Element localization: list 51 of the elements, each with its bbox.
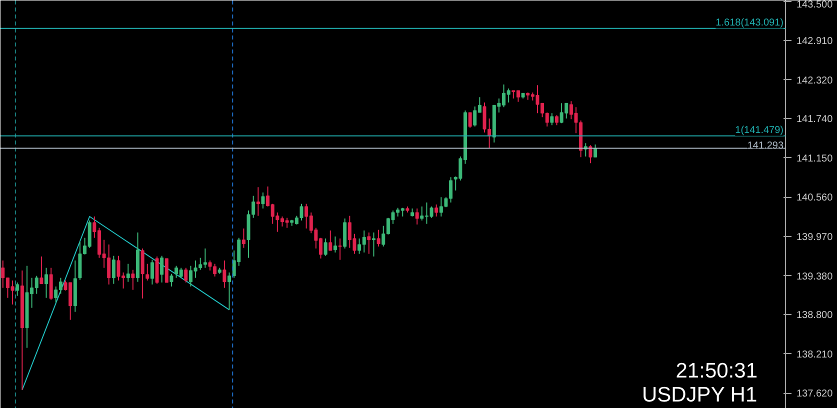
y-tick-label: 138.800	[796, 310, 834, 321]
candlestick	[16, 282, 20, 296]
y-tick-label: 138.210	[796, 349, 834, 360]
y-tick-label: 141.740	[796, 114, 834, 125]
y-tick-label: 142.910	[796, 36, 834, 47]
candlestick	[261, 192, 265, 209]
candlestick	[126, 263, 130, 282]
candlestick	[131, 269, 135, 290]
candlestick	[343, 218, 347, 249]
ref-line-label: 1(141.479)	[735, 124, 784, 136]
candlestick	[338, 238, 342, 260]
annotation: 21:50:31	[676, 360, 758, 382]
y-tick-label: 142.320	[796, 75, 834, 86]
ref-line-label: 141.293	[747, 140, 784, 152]
candlestick	[150, 259, 154, 285]
candlestick	[434, 204, 438, 217]
candlestick	[550, 112, 554, 126]
candlestick	[44, 267, 48, 298]
candlestick	[160, 255, 164, 283]
candlestick	[376, 229, 380, 247]
candlestick	[146, 263, 150, 281]
y-tick-label: 140.560	[796, 192, 834, 204]
candlestick	[367, 232, 371, 254]
ref-line-label: 1.618(143.091)	[716, 17, 784, 28]
candlestick	[112, 255, 116, 284]
y-tick-label: 139.380	[796, 271, 834, 282]
candlestick	[222, 260, 226, 288]
candlestick	[555, 114, 558, 126]
candlestick	[324, 238, 328, 256]
candlestick	[164, 258, 168, 283]
candlestick	[40, 256, 44, 284]
candlestick	[415, 208, 419, 225]
candlestick	[372, 232, 376, 257]
candlestick	[328, 230, 332, 251]
y-tick-label: 141.150	[796, 153, 834, 164]
candlestick	[155, 256, 159, 284]
candlestick	[228, 272, 231, 310]
y-tick-label: 139.970	[796, 232, 834, 243]
y-tick-label: 143.500	[796, 0, 834, 10]
candlestick	[468, 112, 472, 128]
y-tick-label: 137.620	[796, 388, 834, 400]
candlestick	[594, 144, 598, 158]
candlestick	[588, 144, 592, 164]
candlestick	[184, 267, 188, 283]
candlestick	[49, 267, 53, 300]
candlestick	[140, 248, 144, 299]
candlestick	[333, 236, 337, 253]
candlestick	[242, 228, 246, 248]
candlestick	[256, 186, 260, 216]
candlestick	[170, 273, 174, 287]
annotation: USDJPY H1	[642, 384, 758, 406]
